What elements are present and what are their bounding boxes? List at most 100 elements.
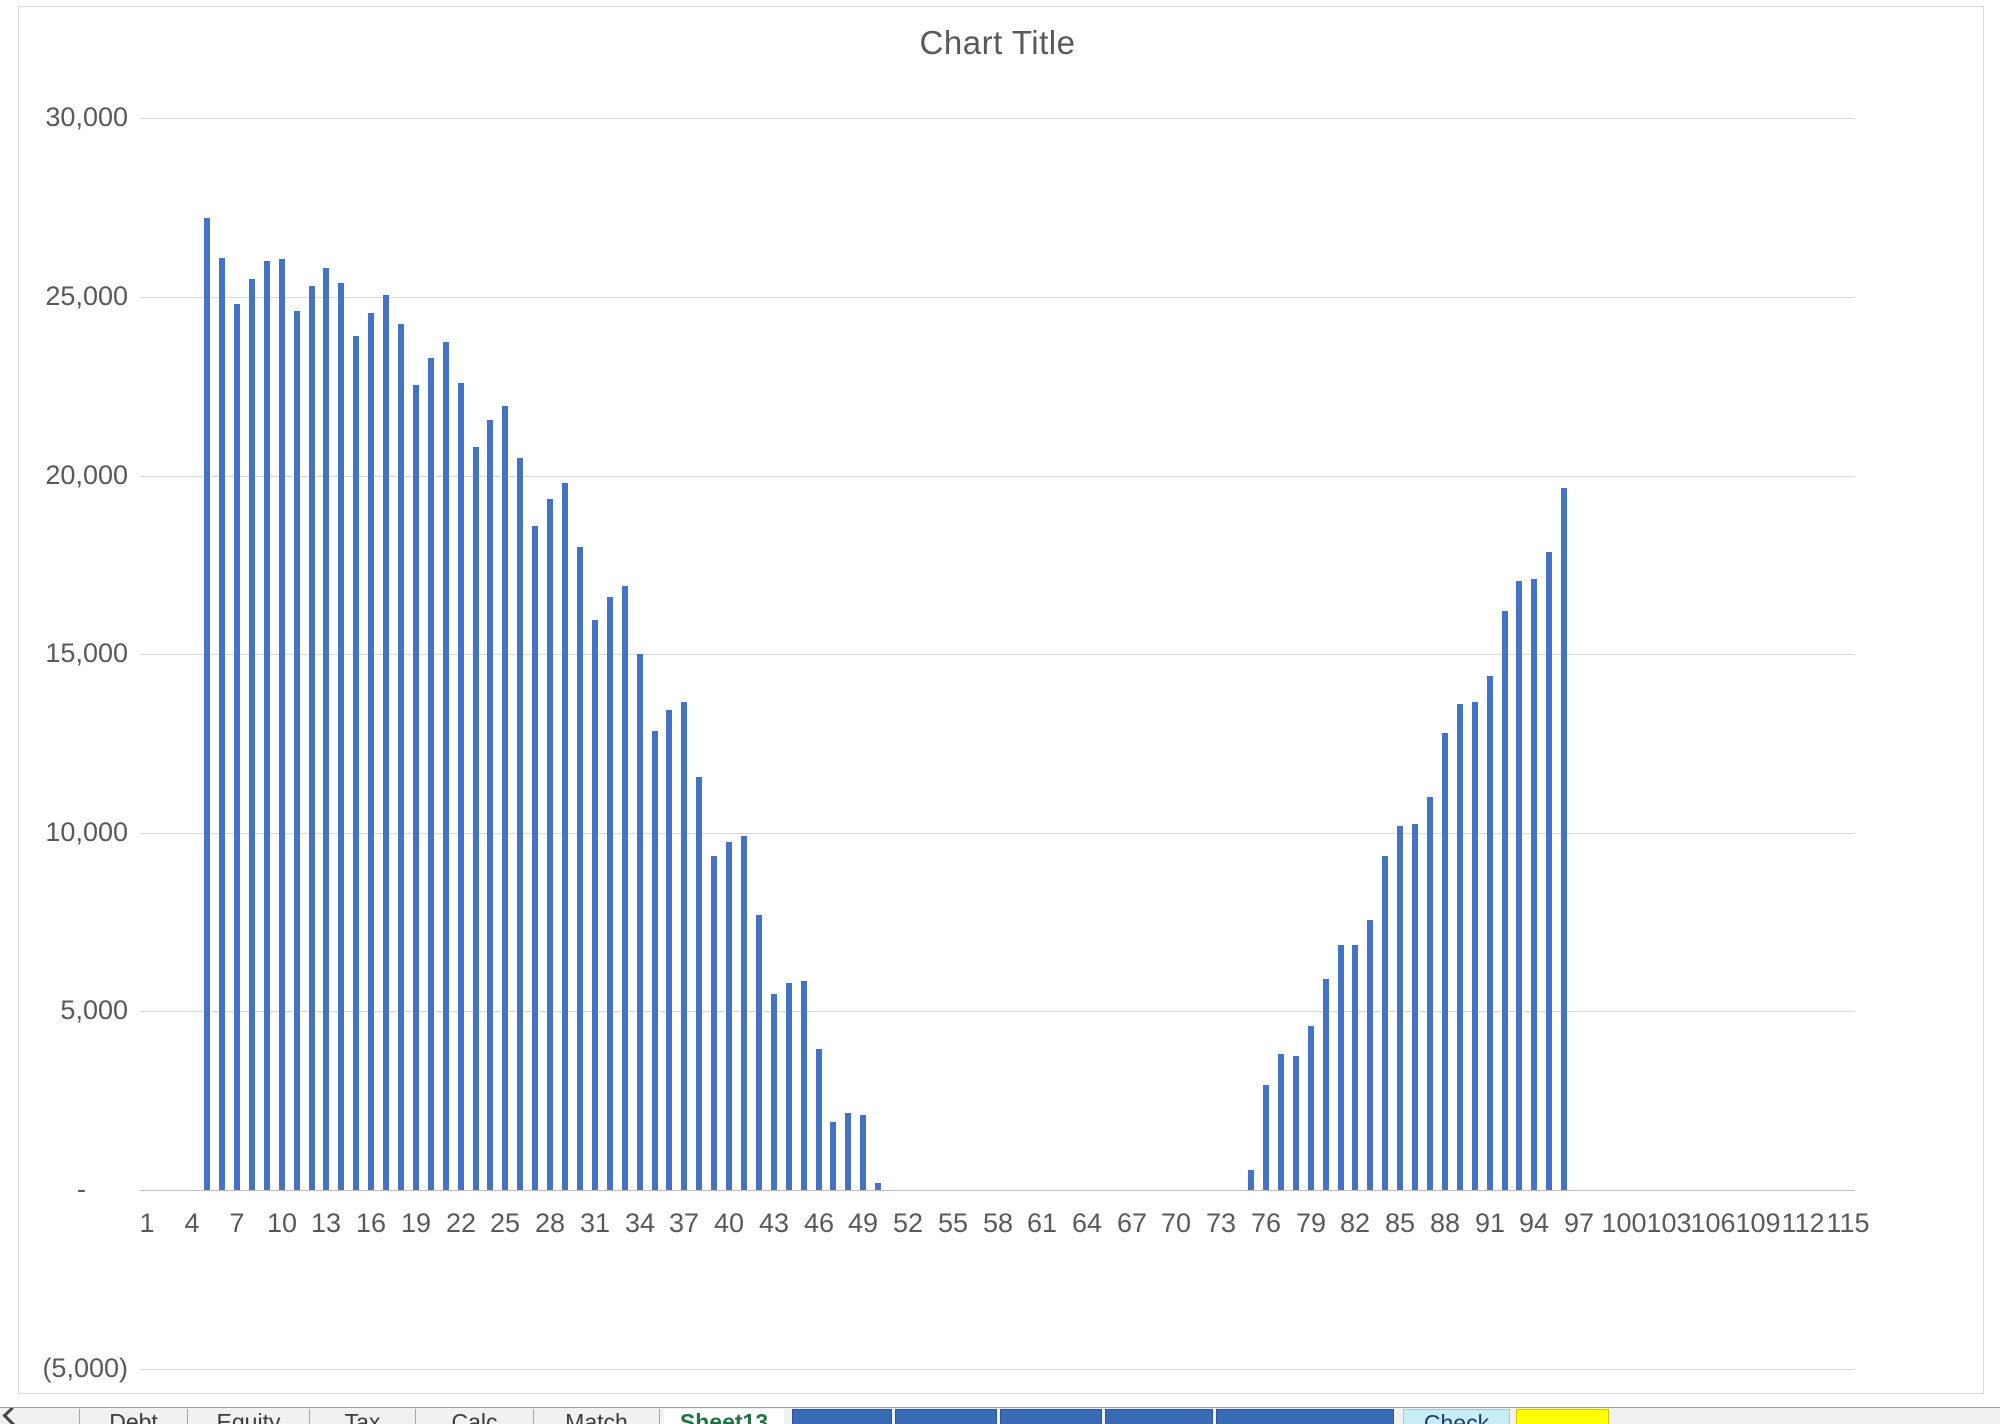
bar[interactable] [1367, 920, 1373, 1190]
bar[interactable] [1516, 581, 1522, 1190]
bar[interactable] [323, 268, 329, 1190]
x-axis-label[interactable]: 37 [668, 1208, 700, 1238]
sheet-tab[interactable]: Check [1403, 1409, 1510, 1424]
x-axis-label[interactable]: 22 [445, 1208, 477, 1238]
bar[interactable] [860, 1115, 866, 1190]
sheet-nav-arrow-icon[interactable] [2, 1408, 27, 1424]
x-axis-label[interactable]: 91 [1474, 1208, 1506, 1238]
bar[interactable] [1442, 733, 1448, 1190]
bar[interactable] [249, 279, 255, 1190]
bar[interactable] [1338, 945, 1344, 1190]
y-axis-label[interactable]: 30,000 [45, 102, 128, 132]
x-axis-label[interactable]: 85 [1384, 1208, 1416, 1238]
x-axis-label[interactable]: 7 [229, 1208, 245, 1238]
bar[interactable] [711, 856, 717, 1190]
bar[interactable] [1502, 611, 1508, 1190]
bar[interactable] [473, 447, 479, 1190]
sheet-tab[interactable]: Equity [188, 1409, 310, 1424]
bar[interactable] [353, 336, 359, 1190]
x-axis-label[interactable]: 13 [310, 1208, 342, 1238]
bar[interactable] [502, 406, 508, 1190]
bar[interactable] [458, 383, 464, 1190]
bar[interactable] [264, 261, 270, 1190]
x-axis-label[interactable]: 1 [139, 1208, 155, 1238]
y-axis-label[interactable]: - [77, 1174, 86, 1204]
y-axis-label[interactable]: 20,000 [45, 460, 128, 490]
y-axis-label[interactable]: 25,000 [45, 281, 128, 311]
y-axis-label[interactable]: 15,000 [45, 638, 128, 668]
x-axis-label[interactable]: 67 [1116, 1208, 1148, 1238]
bar[interactable] [1263, 1085, 1269, 1190]
bar[interactable] [771, 994, 777, 1190]
bar[interactable] [413, 385, 419, 1190]
x-axis-label[interactable]: 49 [847, 1208, 879, 1238]
sheet-tab[interactable] [30, 1409, 80, 1424]
x-axis-label[interactable]: 82 [1339, 1208, 1371, 1238]
bar[interactable] [1427, 797, 1433, 1190]
bar[interactable] [726, 842, 732, 1190]
bar[interactable] [1397, 826, 1403, 1190]
x-axis-label[interactable]: 16 [355, 1208, 387, 1238]
y-axis-label[interactable]: 5,000 [60, 995, 128, 1025]
bar[interactable] [875, 1183, 881, 1190]
bar[interactable] [607, 597, 613, 1190]
sheet-tab[interactable] [895, 1409, 997, 1424]
sheet-tab[interactable]: Debt [80, 1409, 188, 1424]
bar[interactable] [696, 777, 702, 1190]
x-axis-label[interactable]: 34 [624, 1208, 656, 1238]
bar[interactable] [517, 458, 523, 1190]
sheet-tab[interactable] [1516, 1409, 1609, 1424]
sheet-tab-bar[interactable]: Debt Equity Tax Calc Match Sheet13 Check [0, 1407, 2000, 1424]
bar[interactable] [443, 342, 449, 1190]
x-axis-label[interactable]: 103 [1646, 1208, 1692, 1238]
bar[interactable] [1531, 579, 1537, 1190]
x-axis-label[interactable]: 112 [1781, 1208, 1825, 1238]
x-axis-label[interactable]: 100 [1601, 1208, 1647, 1238]
x-axis-label[interactable]: 58 [982, 1208, 1014, 1238]
bar[interactable] [368, 313, 374, 1190]
bar[interactable] [1472, 702, 1478, 1190]
bar[interactable] [204, 218, 210, 1190]
y-axis-label[interactable]: (5,000) [42, 1353, 128, 1383]
bar[interactable] [338, 283, 344, 1190]
bar[interactable] [622, 586, 628, 1190]
bar[interactable] [1352, 945, 1358, 1190]
bar[interactable] [801, 981, 807, 1190]
x-axis-label[interactable]: 52 [892, 1208, 924, 1238]
x-axis-label[interactable]: 10 [266, 1208, 298, 1238]
sheet-tab[interactable] [1216, 1409, 1394, 1424]
bar[interactable] [234, 304, 240, 1190]
x-axis-label[interactable]: 43 [758, 1208, 790, 1238]
bar[interactable] [666, 710, 672, 1190]
bar[interactable] [1308, 1026, 1314, 1190]
bar[interactable] [309, 286, 315, 1190]
bar[interactable] [681, 702, 687, 1190]
bar[interactable] [1293, 1056, 1299, 1190]
x-axis-label[interactable]: 70 [1160, 1208, 1192, 1238]
bar[interactable] [279, 259, 285, 1190]
bar[interactable] [1487, 676, 1493, 1190]
bar[interactable] [741, 836, 747, 1190]
bar[interactable] [786, 983, 792, 1190]
x-axis-label[interactable]: 40 [713, 1208, 745, 1238]
bar[interactable] [547, 499, 553, 1190]
bar[interactable] [816, 1049, 822, 1190]
x-axis-label[interactable]: 97 [1563, 1208, 1595, 1238]
bar[interactable] [532, 526, 538, 1190]
y-axis-label[interactable]: 10,000 [45, 817, 128, 847]
bar[interactable] [1382, 856, 1388, 1190]
x-axis-label[interactable]: 28 [534, 1208, 566, 1238]
sheet-tab[interactable] [792, 1409, 892, 1424]
bar[interactable] [652, 731, 658, 1190]
bar[interactable] [383, 295, 389, 1190]
x-axis-label[interactable]: 4 [184, 1208, 200, 1238]
bar[interactable] [830, 1122, 836, 1190]
sheet-tab[interactable]: Tax [310, 1409, 416, 1424]
bar[interactable] [1561, 488, 1567, 1190]
x-axis-label[interactable]: 76 [1250, 1208, 1282, 1238]
x-axis-label[interactable]: 46 [803, 1208, 835, 1238]
sheet-tab[interactable]: Match [534, 1409, 660, 1424]
bar[interactable] [1323, 979, 1329, 1190]
bar[interactable] [637, 654, 643, 1190]
x-axis-label[interactable]: 88 [1429, 1208, 1461, 1238]
